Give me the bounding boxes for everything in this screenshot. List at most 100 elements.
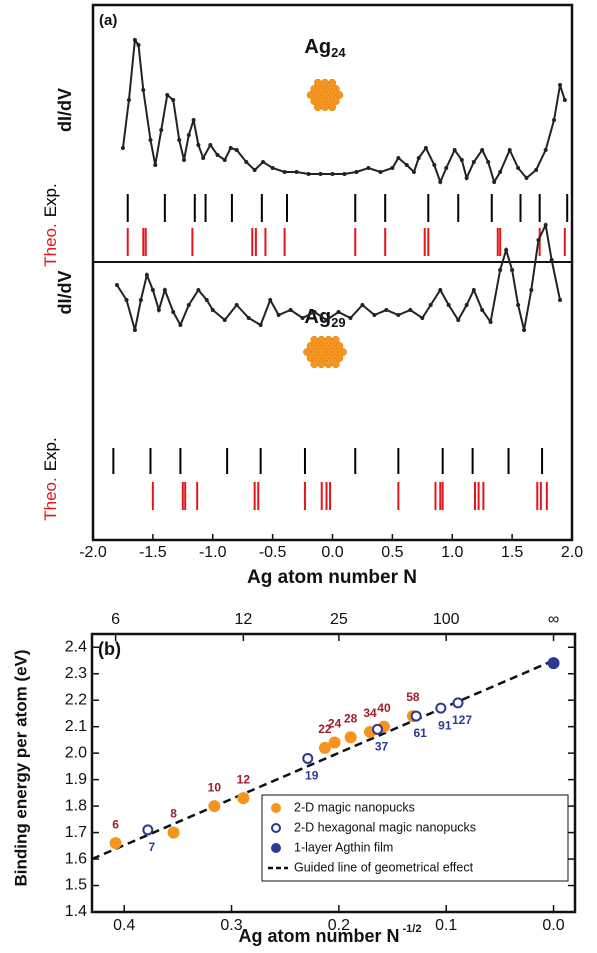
x-tick-label: 1.5: [501, 544, 523, 561]
y-axis-label: Binding energy per atom (eV): [11, 649, 30, 886]
y-tick-label: 2.1: [65, 718, 87, 735]
y-tick-label: 1.9: [65, 771, 87, 788]
curve-point: [411, 170, 416, 174]
point-label: 34: [363, 706, 377, 720]
point-label: 7: [148, 840, 155, 854]
data-point: [435, 702, 447, 714]
cluster-atom: [331, 97, 340, 105]
curve-point: [177, 138, 182, 142]
point-label: 37: [375, 739, 389, 753]
x-axis-label: Ag atom number N -1/2: [239, 923, 422, 946]
curve-point: [464, 176, 469, 180]
point-label: 24: [328, 717, 342, 731]
legend-swatch: [271, 803, 281, 813]
curve-point: [396, 156, 401, 160]
curve-point: [543, 148, 548, 152]
curve-point: [420, 316, 425, 320]
curve-point: [268, 298, 273, 302]
legend-label: Guided line of geometrical effect: [294, 860, 474, 874]
curve-point: [148, 138, 153, 142]
curve-point: [201, 156, 206, 160]
cluster-atom: [310, 360, 319, 369]
curve-point: [191, 118, 196, 122]
curve-point: [306, 172, 311, 176]
x-tick-label: -1.5: [139, 544, 167, 561]
curve-point: [480, 308, 485, 312]
curve-point: [178, 323, 183, 327]
data-point: [318, 741, 331, 754]
cluster-atom: [331, 85, 340, 93]
curve-point: [156, 308, 161, 312]
curve-point: [136, 43, 141, 47]
curve-point: [210, 308, 215, 312]
cluster-atom: [335, 354, 344, 362]
cluster-atom: [339, 348, 347, 356]
curve-point: [438, 180, 443, 184]
tick-set-label: Theo.: [41, 223, 60, 266]
x-tick-label: 1.0: [441, 544, 463, 561]
curve-point: [529, 288, 534, 292]
data-point: [328, 736, 341, 749]
curve-point: [196, 288, 201, 292]
curve-point: [396, 313, 401, 317]
legend-swatch: [271, 823, 281, 833]
curve-point: [246, 316, 251, 320]
y-tick-label: 1.4: [65, 903, 87, 920]
cluster-atom: [331, 335, 340, 344]
legend-label: 1-layer Agthin film: [294, 840, 393, 854]
guide-line: [91, 659, 555, 861]
curve-point: [558, 83, 563, 87]
point-label: 8: [170, 807, 177, 821]
cluster-atom: [335, 342, 344, 350]
curve-point: [360, 303, 365, 307]
curve-point: [165, 93, 170, 97]
legend-swatch: [271, 843, 281, 853]
curve-point: [270, 166, 275, 170]
curve-point: [438, 288, 443, 292]
x2-tick-label: 100: [433, 611, 460, 628]
curve-point: [126, 98, 131, 102]
curve-point: [336, 310, 341, 314]
curve-point: [366, 166, 371, 170]
curve-point: [464, 303, 469, 307]
point-label: 6: [112, 817, 119, 831]
x-tick-label: 0.0: [542, 917, 564, 934]
y-tick-label: 1.5: [65, 877, 87, 894]
curve-point: [288, 308, 293, 312]
x2-tick-label: 6: [111, 611, 120, 628]
y-axis-label: dI/dV: [55, 88, 75, 132]
y-tick-label: 2.2: [65, 691, 87, 708]
x-axis-label-text: Ag atom number N: [239, 926, 400, 946]
x2-tick-label: ∞: [548, 611, 559, 628]
curve-point: [378, 170, 383, 174]
x-tick-label: 0.3: [220, 917, 242, 934]
curve-point: [342, 172, 347, 176]
tick-set-label: Theo.: [41, 477, 60, 520]
x-tick-label: 0.2: [328, 917, 350, 934]
point-label: 40: [377, 701, 391, 715]
curve-point: [471, 288, 476, 292]
cluster-atom: [331, 360, 340, 369]
curve-point: [234, 303, 239, 307]
curve-point: [452, 148, 457, 152]
curve-point: [354, 170, 359, 174]
x-tick-label: 0.4: [113, 917, 135, 934]
y-tick-label: 1.7: [65, 824, 87, 841]
curve-point: [196, 143, 201, 147]
data-point: [237, 792, 250, 805]
curve-point: [552, 118, 557, 122]
curve-point: [428, 303, 433, 307]
curve-point: [276, 313, 281, 317]
curve-point: [516, 303, 521, 307]
point-label: 91: [438, 718, 452, 732]
curve-point: [507, 148, 512, 152]
data-point: [142, 824, 154, 836]
curve-point: [124, 298, 129, 302]
x-tick-label: 0.1: [435, 917, 457, 934]
panel-title: Ag29: [304, 306, 345, 330]
legend-box: [261, 794, 569, 882]
x-tick-label: 2.0: [561, 544, 583, 561]
tick-set-labels: Theo. Exp.: [41, 183, 60, 267]
curve-point: [132, 38, 137, 42]
